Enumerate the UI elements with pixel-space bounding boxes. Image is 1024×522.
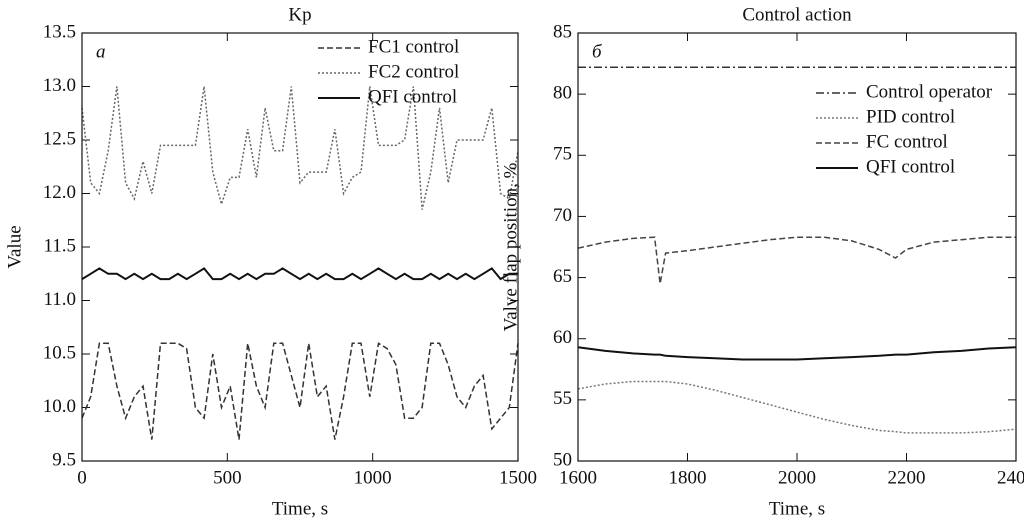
x-tick-label: 0 [77, 467, 87, 488]
legend-label: FC1 control [368, 36, 459, 57]
chart-title: Control action [742, 4, 852, 25]
data-line [577, 346, 1017, 361]
x-tick-label: 1600 [559, 467, 597, 488]
y-tick-label: 75 [553, 144, 572, 165]
legend-label: FC control [866, 131, 948, 152]
y-tick-label: 50 [553, 449, 572, 470]
y-tick-label: 10.0 [43, 396, 76, 417]
y-tick-label: 55 [553, 388, 572, 409]
x-tick-label: 1000 [354, 467, 392, 488]
y-tick-label: 9.5 [52, 449, 76, 470]
x-tick-label: 1500 [499, 467, 537, 488]
data-line [81, 86, 519, 210]
data-line [81, 267, 518, 281]
y-tick-label: 80 [553, 83, 572, 104]
y-tick-label: 60 [553, 327, 572, 348]
y-tick-label: 70 [553, 205, 572, 226]
x-axis-label: Time, s [769, 498, 825, 519]
legend: Control operator PID control FC control QFI… [816, 81, 993, 177]
y-tick-label: 12.5 [43, 128, 76, 149]
panel-letter: а [96, 41, 106, 62]
y-tick-label: 13.5 [43, 21, 76, 42]
y-tick-label: 10.5 [43, 342, 76, 363]
y-tick-label: 13.0 [43, 75, 76, 96]
legend-label: QFI control [368, 86, 457, 107]
x-tick-label: 1800 [669, 467, 707, 488]
plot-frame [577, 32, 1017, 462]
y-tick-label: 85 [553, 21, 572, 42]
legend-label: FC2 control [368, 61, 459, 82]
legend: FC1 control FC2 control QFI control [318, 36, 459, 107]
panel-letter: б [592, 41, 603, 62]
legend-label: QFI control [866, 156, 955, 177]
plot-frame [81, 32, 519, 462]
y-axis-label: Valve flap position, % [500, 162, 521, 331]
chart-title: Kp [288, 4, 311, 25]
y-axis-label: Value [4, 225, 25, 268]
y-tick-label: 12.0 [43, 182, 76, 203]
legend-label: PID control [866, 106, 955, 127]
x-tick-label: 500 [213, 467, 242, 488]
x-tick-label: 2400 [997, 467, 1024, 488]
data-line [81, 342, 519, 440]
x-tick-label: 2000 [778, 467, 816, 488]
data-line [577, 380, 1017, 434]
x-tick-label: 2200 [888, 467, 926, 488]
y-tick-label: 11.5 [43, 235, 76, 256]
x-axis-label: Time, s [272, 498, 328, 519]
y-tick-label: 11.0 [43, 289, 76, 310]
data-line [577, 236, 1016, 284]
legend-label: Control operator [866, 81, 993, 102]
y-tick-label: 65 [553, 266, 572, 287]
